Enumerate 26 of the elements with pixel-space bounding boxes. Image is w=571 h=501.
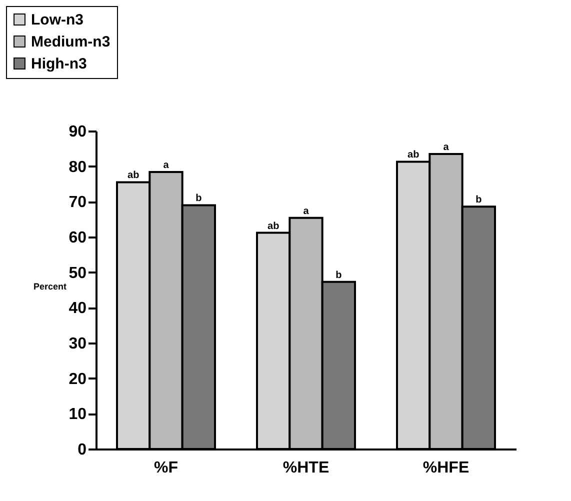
y-tick-label: 20 — [68, 370, 87, 388]
x-tick-label: %HTE — [282, 460, 330, 476]
y-tick-label: 60 — [68, 230, 87, 246]
y-tick-label: 90 — [68, 124, 87, 140]
data-label: b — [476, 194, 482, 206]
x-tick-label: %HFE — [422, 460, 470, 476]
data-label: a — [443, 142, 450, 153]
data-label: a — [163, 160, 170, 171]
y-tick-label: 30 — [68, 336, 87, 352]
legend-label: Low-n3 — [31, 12, 84, 28]
y-tick-label: 80 — [68, 158, 87, 176]
data-label: b — [336, 270, 342, 281]
legend-label: High-n3 — [31, 56, 87, 72]
y-tick-label: 40 — [68, 300, 87, 318]
data-label: ab — [407, 150, 420, 161]
y-axis-title: Percent — [33, 282, 66, 292]
y-tick-label: 0 — [78, 442, 87, 458]
y-tick-label: 70 — [68, 194, 87, 212]
x-tick-label: %F — [154, 460, 178, 476]
legend-label: Medium-n3 — [31, 34, 110, 50]
y-tick-label: 10 — [68, 406, 87, 424]
data-label: a — [303, 206, 310, 217]
y-tick-label: 50 — [68, 264, 87, 282]
data-label: b — [196, 193, 202, 204]
data-label: ab — [267, 220, 280, 232]
data-label: ab — [127, 170, 140, 182]
